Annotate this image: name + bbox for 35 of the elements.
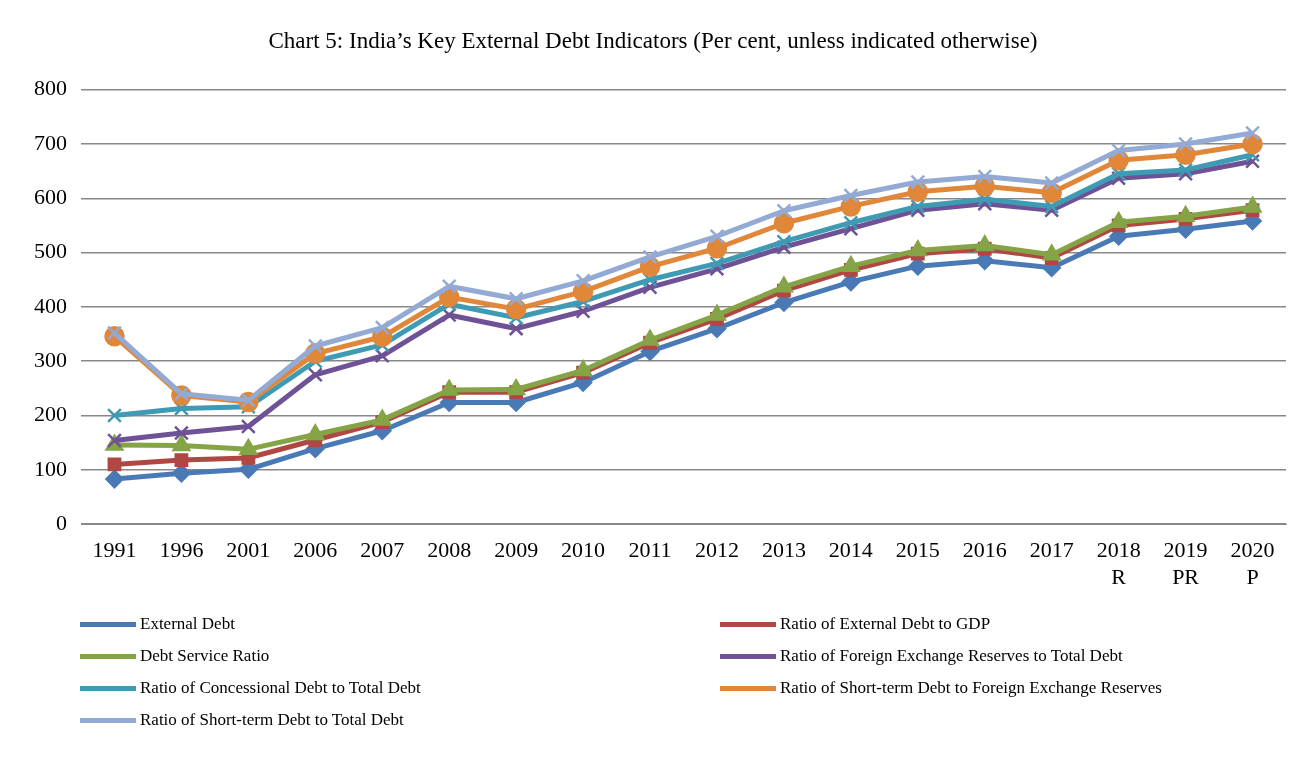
y-tick-label: 600 — [34, 184, 67, 210]
legend-label: Debt Service Ratio — [140, 646, 270, 666]
chart-title: Chart 5: India’s Key External Debt Indicators (Per cent, unless indicated otherwise) — [268, 27, 1038, 53]
y-tick-label: 500 — [34, 238, 67, 264]
x-tick-label: 2008 — [427, 537, 472, 563]
x-tick-label: 2016 — [962, 537, 1007, 563]
x-tick-label: 1996 — [159, 537, 204, 563]
legend-label: Ratio of External Debt to GDP — [780, 614, 991, 634]
legend-label: Ratio of Short-term Debt to Total Debt — [140, 710, 404, 730]
legend-label: Ratio of Short-term Debt to Foreign Exchange Reserves — [780, 678, 1162, 698]
x-tick-label: 2018 R — [1096, 537, 1141, 589]
x-tick-label: 2011 — [628, 537, 672, 563]
x-tick-label: 2006 — [293, 537, 338, 563]
y-tick-label: 100 — [34, 455, 67, 481]
x-tick-label: 2020 P — [1230, 537, 1275, 589]
x-tick-label: 2014 — [828, 537, 873, 563]
y-tick-label: 0 — [56, 509, 67, 535]
y-tick-label: 800 — [34, 75, 67, 101]
x-tick-label: 2019 PR — [1163, 537, 1208, 589]
legend-label: Ratio of Concessional Debt to Total Debt — [140, 678, 421, 698]
x-tick-label: 2007 — [360, 537, 405, 563]
y-tick-label: 200 — [34, 401, 67, 427]
x-tick-label: 2010 — [561, 537, 606, 563]
x-tick-label: 2015 — [895, 537, 940, 563]
legend-label: External Debt — [140, 614, 235, 634]
x-tick-label: 2009 — [494, 537, 539, 563]
y-tick-label: 700 — [34, 129, 67, 155]
x-tick-label: 2001 — [226, 537, 271, 563]
x-tick-label: 1991 — [92, 537, 137, 563]
x-tick-label: 2017 — [1029, 537, 1074, 563]
x-tick-label: 2013 — [761, 537, 806, 563]
legend-label: Ratio of Foreign Exchange Reserves to Total Debt — [780, 646, 1123, 666]
y-tick-label: 400 — [34, 292, 67, 318]
y-tick-label: 300 — [34, 347, 67, 373]
x-tick-label: 2012 — [694, 537, 739, 563]
